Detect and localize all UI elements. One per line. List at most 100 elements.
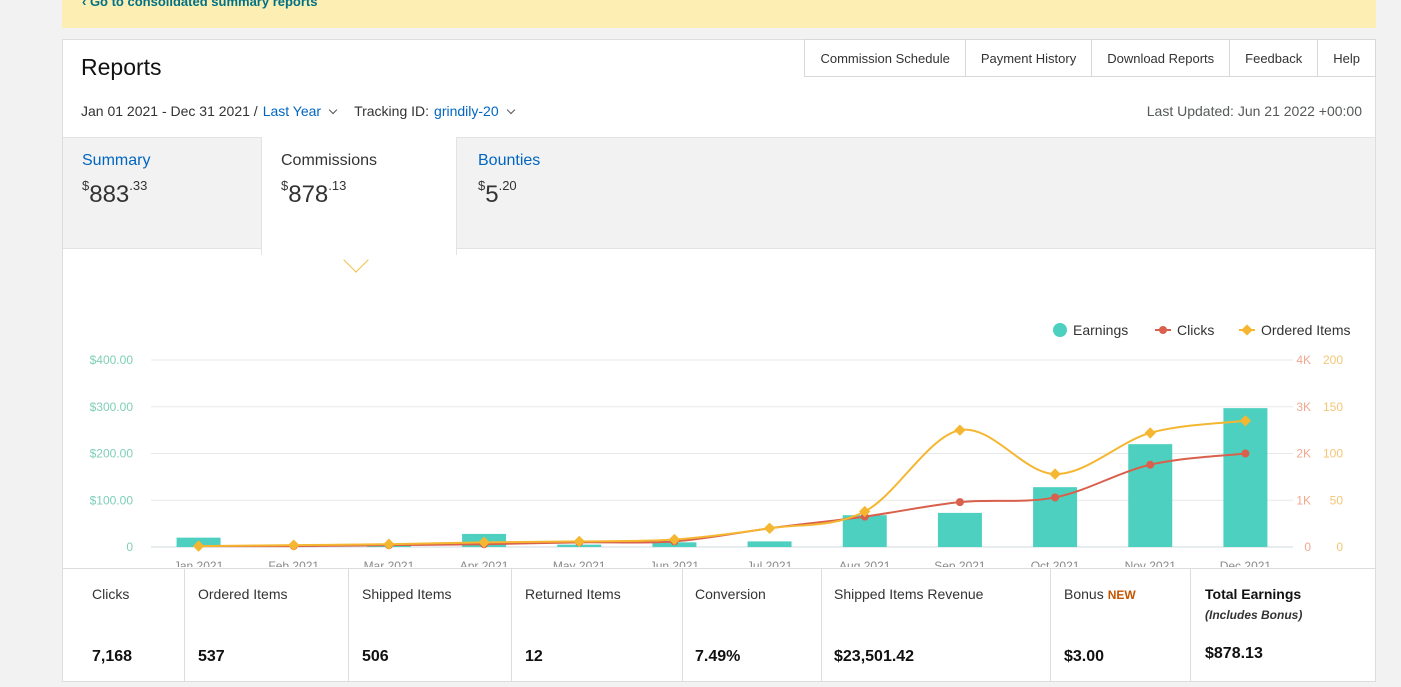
stat-value: 506 [362, 648, 389, 665]
y-right-clicks-tick: 0 [1304, 540, 1311, 554]
tab-label: Summary [82, 152, 151, 169]
stat-value: $878.13 [1205, 645, 1263, 662]
stat-value: $23,501.42 [834, 648, 915, 665]
x-tick-label: Jan 2021 [174, 559, 224, 567]
y-right-items-tick: 100 [1323, 447, 1343, 461]
stat-value: 7,168 [92, 648, 133, 665]
chart-svg: 0 0 0 $100.00 1K 50 $200.00 2K 100 $300.00 3K 150 $4… [90, 322, 1351, 573]
download-reports-button[interactable]: Download Reports [1092, 39, 1231, 77]
ordered-items-point [859, 505, 871, 518]
summary-amount: $883.33 [82, 178, 148, 208]
stat-ordered-items: Ordered Items 537 [185, 569, 349, 682]
tab-summary[interactable]: Summary $883.33 [63, 137, 261, 249]
bounties-amount: $5.20 [478, 178, 517, 208]
stat-shipped-items: Shipped Items 506 [349, 569, 512, 682]
x-tick-label: Aug 2021 [839, 559, 891, 567]
stat-bonus: Bonus NEW $3.00 [1051, 569, 1191, 682]
ordered-items-point [668, 533, 681, 546]
x-tick-label: Feb 2021 [268, 559, 319, 567]
date-range: Jan 01 2021 - Dec 31 2021 / [81, 103, 258, 119]
legend-items-marker [1241, 324, 1253, 336]
y-right-items-tick: 0 [1336, 540, 1343, 554]
y-right-clicks-tick: 3K [1296, 400, 1311, 414]
feedback-button[interactable]: Feedback [1230, 39, 1319, 77]
reports-card: Reports Commission Schedule Payment Hist… [62, 39, 1376, 682]
tab-label: Commissions [281, 152, 378, 169]
stat-value: 537 [198, 648, 225, 665]
legend-clicks-label: Clicks [1177, 322, 1214, 338]
y-left-tick: 0 [126, 540, 133, 554]
clicks-point [1146, 460, 1155, 469]
legend-earnings-label: Earnings [1073, 322, 1128, 338]
commissions-amount: $878.13 [281, 178, 347, 208]
consolidated-banner: ‹ Go to consolidated summary reports [62, 0, 1376, 28]
tab-bounties[interactable]: Bounties $5.20 [459, 137, 655, 249]
x-tick-label: Sep 2021 [934, 559, 986, 567]
ordered-items-point [573, 535, 585, 548]
page-title: Reports [81, 54, 162, 80]
earnings-bar [1128, 444, 1173, 547]
stat-label: Total Earnings [1205, 586, 1302, 602]
period-dropdown[interactable]: Last Year [262, 103, 322, 119]
legend-items-label: Ordered Items [1261, 322, 1350, 338]
tracking-id-dropdown[interactable]: grindily-20 [434, 103, 499, 119]
y-left-tick: $300.00 [90, 400, 134, 414]
top-nav: Commission Schedule Payment History Down… [804, 39, 1376, 77]
ordered-items-point [192, 540, 205, 552]
y-left-tick: $100.00 [90, 493, 134, 507]
y-right-clicks-tick: 1K [1296, 493, 1311, 507]
consolidated-summary-link[interactable]: ‹ Go to consolidated summary reports [82, 0, 318, 9]
stat-value: 7.49% [695, 648, 741, 665]
tracking-label: Tracking ID: [354, 103, 430, 119]
help-button[interactable]: Help [1318, 39, 1376, 77]
y-left-tick: $400.00 [90, 353, 134, 367]
earnings-chart: 0 0 0 $100.00 1K 50 $200.00 2K 100 $300.00 3K 150 $4… [63, 275, 1375, 573]
y-right-clicks-tick: 4K [1296, 353, 1311, 367]
chevron-down-icon[interactable] [506, 105, 515, 114]
ordered-items-point [954, 424, 966, 436]
ordered-items-point [1049, 468, 1061, 480]
x-tick-label: May 2021 [553, 559, 606, 567]
stats-bar: Clicks 7,168 Ordered Items 537 Shipped I… [63, 568, 1375, 682]
ordered-items-line [198, 419, 1246, 548]
chevron-down-icon[interactable] [328, 105, 338, 114]
x-tick-label: Apr 2021 [460, 559, 509, 567]
stat-conversion: Conversion 7.49% [683, 569, 822, 682]
commission-schedule-button[interactable]: Commission Schedule [804, 39, 966, 77]
earnings-bar [937, 512, 982, 547]
x-tick-label: Dec 2021 [1220, 559, 1272, 567]
ordered-items-point [288, 539, 300, 551]
clicks-point [1051, 493, 1060, 502]
x-tick-label: Jul 2021 [747, 559, 793, 567]
stat-returned-items: Returned Items 12 [512, 569, 683, 682]
stat-clicks: Clicks 7,168 [63, 569, 185, 682]
y-left-tick: $200.00 [90, 447, 134, 461]
y-right-items-tick: 50 [1330, 493, 1344, 507]
stat-label: Shipped Items Revenue [834, 586, 984, 602]
ordered-items-point [763, 522, 776, 534]
legend-earnings-marker [1053, 323, 1067, 337]
stat-label: Bonus NEW [1064, 586, 1136, 602]
earnings-bar [747, 541, 792, 547]
y-right-clicks-tick: 2K [1296, 447, 1311, 461]
new-badge: NEW [1107, 588, 1136, 602]
tab-label: Bounties [478, 152, 541, 169]
stat-value: 12 [525, 648, 543, 665]
tab-commissions[interactable]: Commissions $878.13 [261, 137, 457, 255]
stat-value: $3.00 [1064, 648, 1105, 665]
legend-clicks-marker [1159, 326, 1167, 334]
clicks-point [1241, 449, 1250, 458]
x-tick-label: Oct 2021 [1031, 559, 1080, 567]
filters-bar: Jan 01 2021 - Dec 31 2021 / Last Year Tr… [81, 103, 524, 119]
stat-label: Shipped Items [362, 586, 452, 602]
x-tick-label: Nov 2021 [1125, 559, 1177, 567]
ordered-items-point [478, 536, 490, 548]
x-tick-label: Mar 2021 [364, 559, 415, 567]
y-right-items-tick: 200 [1323, 353, 1343, 367]
ordered-items-point [383, 538, 395, 550]
stat-shipped-revenue: Shipped Items Revenue $23,501.42 [822, 569, 1051, 682]
clicks-point [955, 498, 964, 507]
payment-history-button[interactable]: Payment History [965, 39, 1093, 77]
stat-label: Returned Items [525, 586, 621, 602]
ordered-items-point [1239, 415, 1252, 427]
